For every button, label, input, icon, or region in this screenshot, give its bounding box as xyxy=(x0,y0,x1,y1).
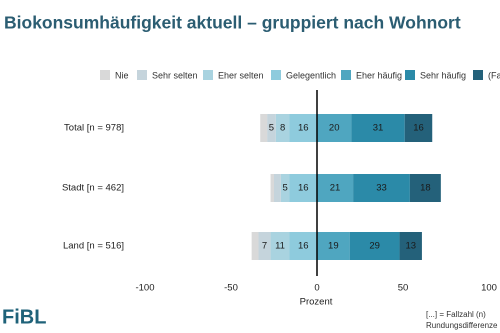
segment-label: 31 xyxy=(373,123,384,134)
segment-label: 21 xyxy=(330,183,341,194)
legend-swatch xyxy=(137,70,147,80)
logo: FiBL xyxy=(2,306,46,328)
segment-label: 16 xyxy=(298,183,309,194)
legend-label: (Fas xyxy=(488,70,500,80)
legend-label: Eher häufig xyxy=(356,70,402,80)
x-tick-label: -100 xyxy=(135,283,154,294)
bar-segment xyxy=(280,174,290,202)
bar-segment xyxy=(251,232,259,260)
bar-segment xyxy=(353,174,410,202)
bar-segment xyxy=(274,174,281,202)
x-axis-label: Prozent xyxy=(300,297,333,308)
bar-segment xyxy=(289,232,317,260)
legend-label: Sehr selten xyxy=(152,70,198,80)
bar-segment xyxy=(399,232,422,260)
bar-segment xyxy=(404,114,433,142)
legend-label: Eher selten xyxy=(218,70,264,80)
segment-label: 20 xyxy=(329,123,340,134)
bar-segment xyxy=(260,114,268,142)
bar-segment xyxy=(317,174,354,202)
bar-segment xyxy=(289,174,317,202)
segment-label: 5 xyxy=(269,123,274,134)
legend-swatch xyxy=(341,70,351,80)
x-tick-label: 0 xyxy=(314,283,319,294)
bar-segment xyxy=(409,174,441,202)
legend-label: Nie xyxy=(115,70,129,80)
footnote: Rundungsdifferenze xyxy=(426,321,498,330)
bar-segment xyxy=(270,232,290,260)
bar-segment xyxy=(317,114,352,142)
bar-segment xyxy=(267,114,276,142)
segment-label: 11 xyxy=(275,241,285,252)
bar-segment xyxy=(275,114,290,142)
segment-label: 33 xyxy=(376,183,387,194)
legend-swatch xyxy=(271,70,281,80)
x-tick-label: -50 xyxy=(224,283,238,294)
segment-label: 29 xyxy=(369,241,380,252)
segment-label: 16 xyxy=(298,123,309,134)
legend-swatch xyxy=(100,70,110,80)
bar-segment xyxy=(349,232,400,260)
legend-swatch xyxy=(203,70,213,80)
bar-segment xyxy=(317,232,350,260)
bar-segment xyxy=(351,114,405,142)
segment-label: 8 xyxy=(280,123,285,134)
category-label: Stadt [n = 462] xyxy=(62,183,124,194)
x-tick-label: 100 xyxy=(481,283,497,294)
bar-segment xyxy=(270,174,274,202)
legend-label: Sehr häufig xyxy=(420,70,466,80)
segment-label: 18 xyxy=(420,183,431,194)
segment-label: 13 xyxy=(405,241,416,252)
footnote: [...] = Fallzahl (n) xyxy=(426,310,486,319)
segment-label: 16 xyxy=(413,123,424,134)
segment-label: 7 xyxy=(262,241,267,252)
category-label: Land [n = 516] xyxy=(63,241,124,252)
legend-label: Gelegentlich xyxy=(286,70,336,80)
legend-swatch xyxy=(405,70,415,80)
x-tick-label: 50 xyxy=(398,283,409,294)
legend-swatch xyxy=(473,70,483,80)
chart-title: Biokonsumhäufigkeit aktuell – gruppiert … xyxy=(4,13,461,33)
category-label: Total [n = 978] xyxy=(64,123,124,134)
bar-segment xyxy=(289,114,317,142)
segment-label: 19 xyxy=(328,241,339,252)
segment-label: 5 xyxy=(283,183,288,194)
segment-label: 16 xyxy=(298,241,309,252)
bar-segment xyxy=(258,232,271,260)
